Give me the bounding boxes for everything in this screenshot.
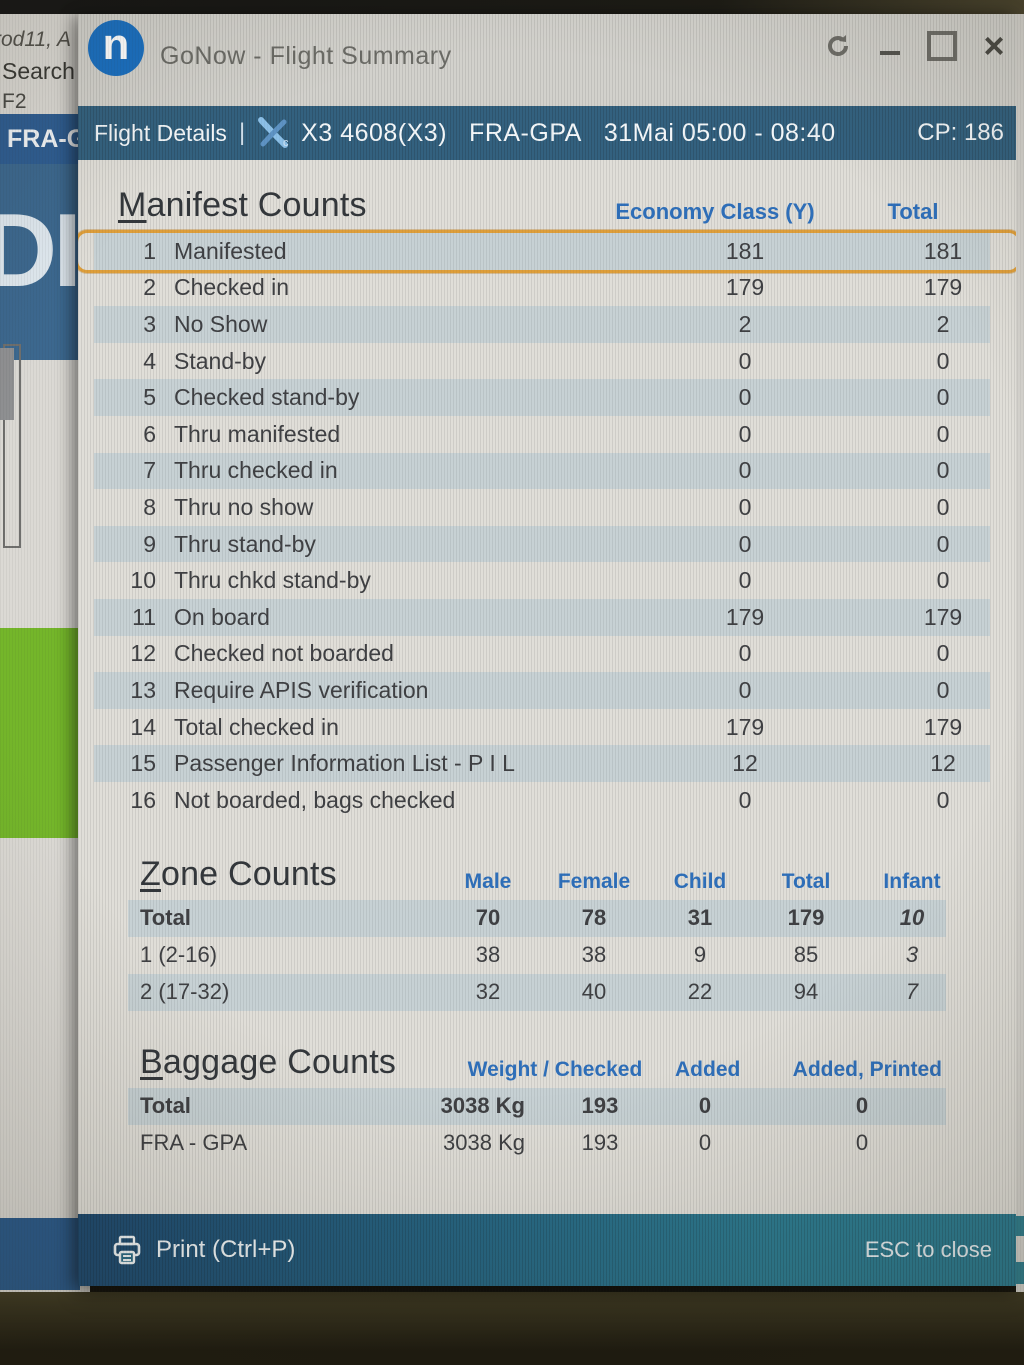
refresh-icon bbox=[828, 35, 849, 56]
minimize-button[interactable] bbox=[874, 30, 906, 62]
manifest-row[interactable]: 14 Total checked in 179 179 bbox=[130, 713, 963, 740]
window-titlebar[interactable]: n GoNow - Flight Summary × bbox=[78, 14, 1018, 106]
manifest-row[interactable]: 16 Not boarded, bags checked 0 0 bbox=[130, 786, 950, 813]
flight-number: X3 4608(X3) bbox=[301, 118, 448, 147]
airline-logo-icon: c bbox=[258, 117, 289, 149]
added-column-header: Added bbox=[675, 1057, 741, 1081]
flight-details-label: Flight Details bbox=[94, 119, 227, 146]
manifest-row[interactable]: 7 Thru checked in 0 0 bbox=[78, 452, 1018, 490]
background-bottom-bar bbox=[0, 1218, 80, 1290]
manifest-row[interactable]: 3 No Show 2 2 bbox=[78, 306, 1018, 343]
zone-row: 2 (17-32) 32 40 22 94 7 bbox=[78, 973, 1018, 1011]
close-icon: × bbox=[983, 25, 1005, 66]
background-user-text: rod11, A bbox=[0, 28, 72, 51]
baggage-section-title: Baggage Counts bbox=[140, 1042, 397, 1081]
flight-summary-body: Manifest Counts Economy Class (Y) Total … bbox=[78, 160, 1018, 1214]
zone-total-column-header: Total bbox=[781, 869, 831, 893]
flight-datetime: 31Mai 05:00 - 08:40 bbox=[603, 118, 836, 147]
gonow-logo-icon: n bbox=[88, 20, 144, 76]
svg-text:c: c bbox=[283, 137, 289, 149]
manifest-row[interactable]: 11 On board 179 179 bbox=[78, 598, 1018, 636]
zone-row: 1 (2-16) 38 38 9 85 3 bbox=[140, 942, 919, 967]
print-button-label: Print (Ctrl+P) bbox=[156, 1236, 296, 1263]
baggage-row-total: Total 3038 Kg 193 0 0 bbox=[78, 1087, 1018, 1125]
background-banner-text: DIN bbox=[0, 193, 90, 309]
zone-row-total: Total 70 78 31 179 10 bbox=[78, 899, 1018, 937]
cp-count: CP: 186 bbox=[917, 119, 1004, 146]
manifest-row-selected[interactable]: 1 Manifested 181 181 bbox=[78, 233, 1018, 270]
flight-details-header: Flight Details | c X3 4608(X3) FRA-GPA 3… bbox=[78, 106, 1018, 160]
minimize-icon bbox=[880, 51, 900, 55]
child-column-header: Child bbox=[673, 869, 727, 893]
economy-column-header: Economy Class (Y) bbox=[615, 199, 815, 224]
maximize-button[interactable] bbox=[926, 30, 958, 62]
weight-checked-column-header: Weight / Checked bbox=[467, 1057, 643, 1081]
baggage-header-row: Baggage Counts Weight / Checked Added Ad… bbox=[78, 1011, 1018, 1088]
added-printed-column-header: Added, Printed bbox=[792, 1057, 942, 1081]
refresh-button[interactable] bbox=[822, 30, 854, 62]
header-separator: | bbox=[238, 119, 246, 146]
manifest-row[interactable]: 10 Thru chkd stand-by 0 0 bbox=[130, 567, 950, 594]
manifest-row[interactable]: 9 Thru stand-by 0 0 bbox=[78, 525, 1018, 563]
background-banner: DIN bbox=[0, 164, 90, 360]
monitor-bezel-bottom bbox=[0, 1292, 1024, 1365]
manifest-row[interactable]: 15 Passenger Information List - P I L 12 12 bbox=[78, 745, 1018, 782]
print-button[interactable]: Print (Ctrl+P) bbox=[112, 1235, 295, 1265]
zone-section-title: Zone Counts bbox=[140, 854, 337, 893]
manifest-row[interactable]: 8 Thru no show 0 0 bbox=[143, 493, 950, 520]
maximize-icon bbox=[927, 31, 957, 61]
total-column-header: Total bbox=[887, 199, 939, 224]
zone-header-row: Zone Counts Male Female Child Total Infa… bbox=[78, 819, 1018, 900]
esc-to-close-hint: ESC to close bbox=[864, 1237, 992, 1262]
manifest-row[interactable]: 4 Stand-by 0 0 bbox=[143, 347, 950, 374]
monitor-bezel-top bbox=[0, 0, 1024, 14]
flight-route: FRA-GPA bbox=[469, 118, 582, 147]
printer-icon bbox=[113, 1235, 141, 1265]
manifest-row[interactable]: 2 Checked in 179 179 bbox=[143, 274, 963, 301]
male-column-header: Male bbox=[464, 869, 512, 893]
manifest-section-title: Manifest Counts bbox=[118, 186, 367, 224]
background-gray-block bbox=[0, 348, 14, 420]
window-title: GoNow - Flight Summary bbox=[160, 42, 452, 70]
infant-column-header: Infant bbox=[883, 869, 941, 893]
background-f2-label: F2 bbox=[2, 90, 27, 113]
background-window-edge bbox=[1016, 14, 1024, 1292]
flight-summary-window: n GoNow - Flight Summary × Flight Detail… bbox=[78, 14, 1018, 1286]
manifest-row[interactable]: 12 Checked not boarded 0 0 bbox=[130, 640, 950, 667]
background-edge-teal-block bbox=[1016, 1216, 1024, 1236]
manifest-header-row: Manifest Counts Economy Class (Y) Total bbox=[78, 160, 1018, 233]
dialog-footer: Print (Ctrl+P) ESC to close bbox=[78, 1214, 1018, 1286]
background-app: rod11, A Search F2 FRA-G DIN bbox=[0, 14, 90, 1292]
background-green-block bbox=[0, 628, 86, 838]
manifest-row[interactable]: 5 Checked stand-by 0 0 bbox=[78, 379, 1018, 416]
background-outlined-box bbox=[3, 344, 21, 548]
manifest-row[interactable]: 6 Thru manifested 0 0 bbox=[143, 420, 950, 447]
background-search-label: Search bbox=[2, 58, 75, 84]
female-column-header: Female bbox=[557, 869, 631, 893]
background-flight-tab: FRA-G bbox=[0, 114, 90, 164]
manifest-row[interactable]: 13 Require APIS verification 0 0 bbox=[78, 672, 1018, 709]
baggage-row: FRA - GPA 3038 Kg 193 0 0 bbox=[140, 1130, 869, 1155]
close-button[interactable]: × bbox=[978, 25, 1010, 66]
background-edge-teal-block bbox=[1016, 1262, 1024, 1284]
